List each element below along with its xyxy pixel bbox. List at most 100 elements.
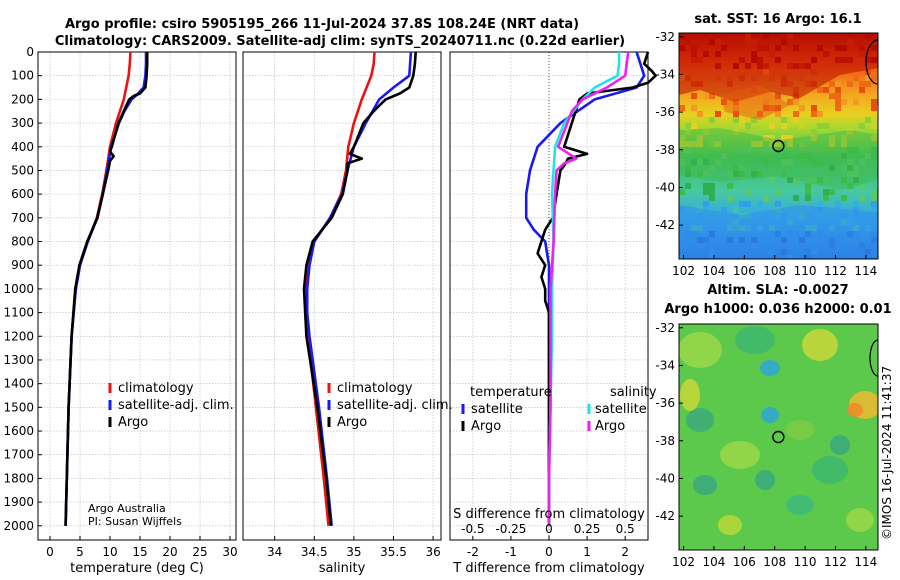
sst-pixel [781,117,787,123]
sst-pixel [871,153,877,159]
map-y-tick-label: -42 [655,509,675,523]
sst-pixel [799,153,805,159]
sst-pixel [679,141,685,147]
sst-pixel [763,135,769,141]
sst-map-axes: 102 104 106 108 110 112 114 -32 -34 -36 -38 -40 -42 [655,30,877,278]
axes-frame [242,51,442,541]
legend-label: satellite [595,402,647,417]
sla-anomaly-blob [846,508,874,532]
sst-pixel [757,141,763,147]
sst-pixel [781,159,787,165]
depth-tick-label: 1000 [3,282,34,296]
sst-pixel [853,165,859,171]
sst-pixel [745,189,751,195]
imos-timestamp: ©IMOS 16-Jul-2024 11:41:37 [880,366,894,540]
sst-pixel [799,105,805,111]
map-y-tick-label: -36 [655,105,675,119]
sla-anomaly-blob [760,360,780,376]
sst-pixel [709,141,715,147]
sst-pixel [799,123,805,129]
sst-pixel [727,117,733,123]
sst-pixel [859,81,865,87]
depth-tick-label: 200 [11,92,34,106]
sst-pixel [745,123,751,129]
temperature-panel: 0100200300400500600700800900100011001200… [3,45,237,576]
sst-pixel [847,171,853,177]
sst-pixel [859,159,865,165]
sst-pixel [865,153,871,159]
series-line-argo [302,51,417,526]
sst-pixel [739,165,745,171]
sst-pixel [871,201,877,207]
sst-pixel [709,117,715,123]
x-axis-label: temperature (deg C) [70,561,204,576]
sst-pixel [871,147,877,153]
sst-pixel [823,123,829,129]
sst-pixel [751,117,757,123]
legend-label: temperature [470,385,552,400]
sst-pixel [835,201,841,207]
x-tick-label: -1 [505,545,517,559]
sst-pixel [775,147,781,153]
depth-tick-label: 600 [11,187,34,201]
sst-pixel [757,201,763,207]
sst-pixel [775,117,781,123]
sla-anomaly-blob [761,407,779,423]
map-y-tick-label: -32 [655,30,675,44]
map-y-tick-label: -34 [655,67,675,81]
sst-pixel [691,141,697,147]
sst-pixel [685,123,691,129]
depth-tick-label: 1400 [3,377,34,391]
map-x-tick-label: 104 [702,555,725,569]
legend-label: climatology [118,381,194,396]
sst-pixel [853,207,859,213]
sst-pixel [871,189,877,195]
sst-pixel [685,141,691,147]
sst-pixel [685,129,691,135]
sst-pixel [703,93,709,99]
sst-pixel [733,165,739,171]
sst-pixel [871,105,877,111]
sst-pixel [703,129,709,135]
x-tick-label: 5 [76,545,84,559]
sst-pixel [859,195,865,201]
sst-pixel [817,159,823,165]
map-x-tick-label: 106 [733,264,756,278]
map-y-tick-label: -40 [655,180,675,194]
sst-pixel [823,87,829,93]
sst-pixel [733,129,739,135]
sst-pixel [703,117,709,123]
sst-pixel [715,159,721,165]
map-x-tick-label: 102 [672,264,695,278]
sst-pixel [787,135,793,141]
depth-tick-label: 100 [11,69,34,83]
sst-pixel [829,165,835,171]
sst-pixel [787,141,793,147]
x-tick-label: 30 [222,545,237,559]
sst-map-title: sat. SST: 16 Argo: 16.1 [694,12,861,27]
sla-anomaly-blob [680,379,700,411]
map-y-tick-label: -32 [655,321,675,335]
sst-pixel [811,87,817,93]
sst-pixel [823,195,829,201]
sla-map-frame [678,323,879,551]
depth-tick-label: 1900 [3,495,34,509]
sst-pixel [859,123,865,129]
title-line-2: Climatology: CARS2009. Satellite-adj cli… [55,34,625,49]
sst-pixel [871,195,877,201]
legend-label: satellite-adj. clim. [118,398,234,413]
sst-pixel [739,123,745,129]
sst-pixel [775,141,781,147]
sst-pixel [811,105,817,111]
sst-pixel [871,123,877,129]
sst-pixel [811,135,817,141]
sst-pixel [841,141,847,147]
sst-pixel [835,87,841,93]
credit-line-2: PI: Susan Wijffels [88,515,182,528]
sst-pixel [817,87,823,93]
sst-pixel [805,189,811,195]
sst-map-frame [678,32,879,260]
sst-pixel [847,147,853,153]
sst-pixel [787,177,793,183]
sst-pixel [715,117,721,123]
